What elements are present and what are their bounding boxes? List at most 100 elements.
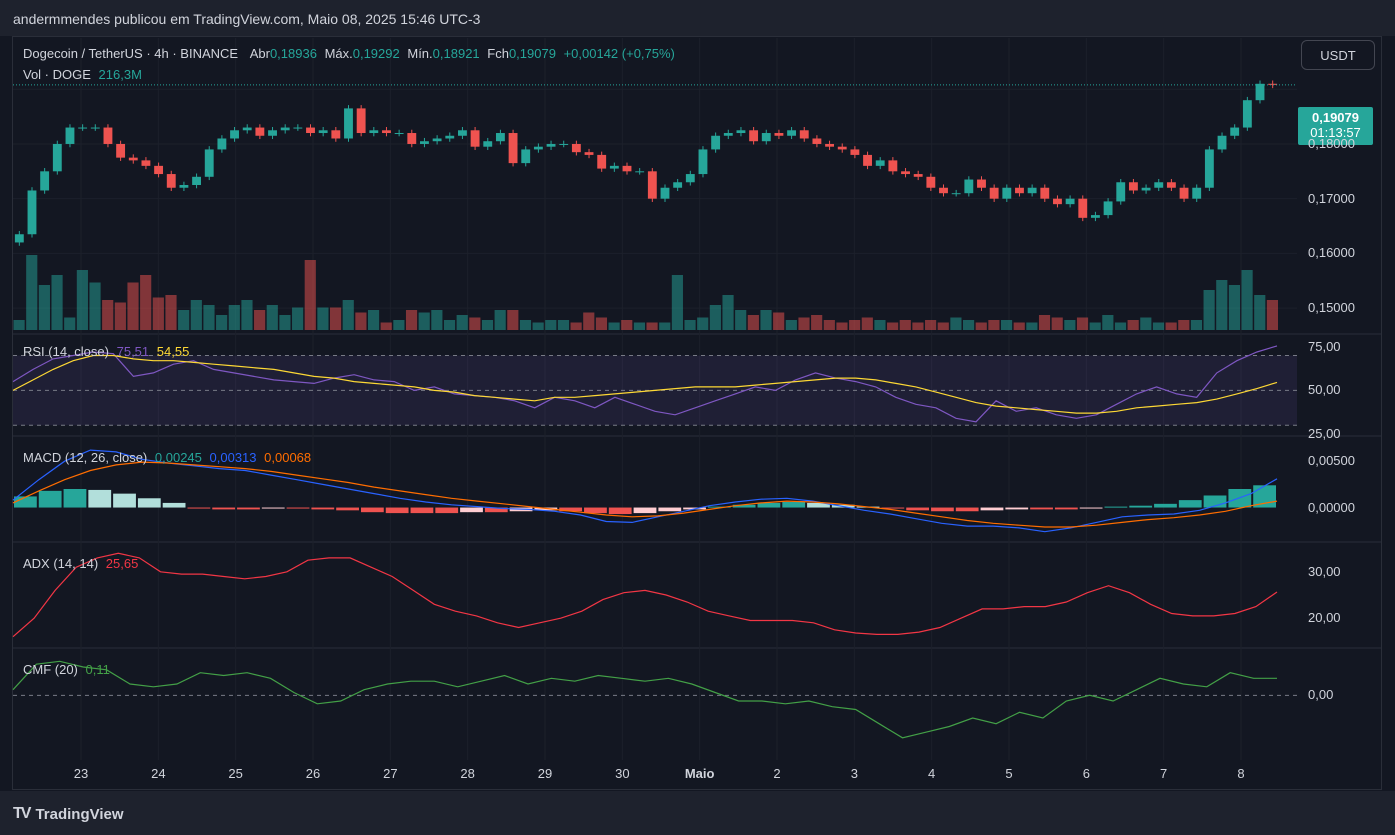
volume-bar: [659, 322, 671, 330]
price-axis-label: 30,00: [1308, 563, 1341, 579]
time-axis-label: 24: [151, 766, 166, 781]
volume-bar: [950, 317, 962, 330]
volume-bar: [317, 307, 329, 330]
volume-bar: [178, 310, 190, 330]
time-axis-label: 25: [228, 766, 243, 781]
macd-histogram-bar: [410, 507, 434, 514]
candle-body: [242, 127, 252, 131]
volume-bar: [937, 322, 949, 330]
volume-bar: [431, 310, 443, 330]
candle-body: [1053, 198, 1062, 205]
volume-bar: [811, 315, 823, 330]
volume-bar: [709, 305, 721, 330]
tv-logo-icon: TV: [13, 805, 32, 822]
volume-bar: [583, 312, 595, 330]
macd-histogram-bar: [1079, 507, 1103, 509]
candle-body: [647, 171, 657, 199]
macd-histogram-bar: [1129, 505, 1153, 508]
candle-body: [622, 165, 632, 172]
candle-body: [382, 130, 391, 134]
time-axis-label: Maio: [684, 766, 715, 781]
currency-button[interactable]: USDT: [1301, 40, 1375, 70]
candle-body: [217, 138, 227, 150]
candle-body: [1192, 187, 1202, 199]
price-axis-label: 0,17000: [1308, 190, 1355, 206]
candle-body: [711, 135, 721, 150]
candle-body: [888, 160, 898, 172]
volume-bar: [1102, 315, 1114, 330]
macd-histogram-bar: [658, 507, 682, 512]
candle-body: [597, 154, 607, 169]
candle-body: [27, 190, 37, 235]
candle-body: [1040, 187, 1050, 199]
candle-body: [40, 171, 50, 191]
candle-body: [331, 130, 341, 139]
volume-bar: [684, 320, 696, 330]
rsi-ma-line: [12, 354, 1278, 414]
candle-body: [521, 149, 531, 164]
last-price: 0,19079: [1312, 110, 1359, 125]
volume-bar: [836, 322, 848, 330]
macd-histogram-bar: [881, 507, 905, 509]
volume-bar: [13, 320, 25, 330]
macd-histogram-bar: [286, 507, 310, 509]
time-axis-label: 29: [537, 766, 553, 781]
candle-body: [1268, 83, 1278, 85]
candle-body: [128, 157, 138, 161]
macd-histogram-bar: [732, 504, 756, 508]
volume-bar: [1190, 320, 1203, 330]
candle-body: [495, 133, 505, 142]
rsi-legend: RSI (14, close) 75,51 54,55: [23, 344, 193, 359]
volume-bar: [443, 320, 456, 330]
volume-bar: [988, 320, 1000, 330]
volume-bar: [963, 320, 975, 330]
chart-frame[interactable]: [12, 36, 1382, 790]
macd-histogram-bar: [113, 493, 136, 508]
time-axis-label: 3: [850, 766, 858, 781]
macd-histogram-bar: [336, 507, 359, 511]
time-axis-label: 7: [1160, 766, 1168, 781]
volume-bar: [127, 282, 139, 330]
candle-body: [812, 138, 822, 144]
rsi-ma-value: 54,55: [156, 344, 190, 359]
tradingview-logo[interactable]: TV TradingView: [13, 805, 124, 823]
price-axis-label: 50,00: [1308, 382, 1341, 398]
volume-bar: [418, 312, 430, 330]
close-value: 0,19079: [508, 46, 556, 61]
volume-bar: [216, 315, 228, 330]
low-value: 0,18921: [432, 46, 480, 61]
high-value: 0,19292: [352, 46, 400, 61]
price-axis-label: 25,00: [1308, 426, 1341, 441]
candle-body: [660, 187, 670, 199]
volume-bar: [1228, 285, 1241, 330]
candle-body: [356, 108, 366, 134]
candle-body: [1230, 127, 1240, 136]
volume-bar: [89, 282, 101, 330]
open-label: Abr: [249, 46, 270, 61]
volume-bar: [76, 270, 88, 330]
volume-bar: [1000, 320, 1013, 330]
volume-bar: [1254, 295, 1266, 330]
volume-bar: [38, 285, 50, 330]
candle-body: [306, 127, 315, 134]
volume-bar: [203, 305, 215, 330]
adx-title: ADX (14, 14): [23, 556, 99, 571]
volume-bar: [494, 310, 506, 330]
price-axis-label: 75,00: [1308, 338, 1341, 354]
candle-body: [432, 138, 442, 142]
time-axis-label: 4: [928, 766, 936, 781]
candle-body: [533, 146, 543, 150]
macd-histogram-bar: [484, 507, 508, 513]
macd-histogram-bar: [559, 507, 583, 512]
volume-bar: [570, 322, 582, 330]
candle-body: [318, 130, 328, 134]
candle-body: [1179, 187, 1189, 199]
volume-bar: [228, 305, 240, 330]
macd-histogram-bar: [584, 507, 607, 514]
volume-bar: [51, 275, 63, 330]
candle-body: [369, 130, 379, 134]
volume-bar: [722, 295, 734, 330]
volume-bar: [633, 322, 645, 330]
volume-bar: [1114, 322, 1127, 330]
